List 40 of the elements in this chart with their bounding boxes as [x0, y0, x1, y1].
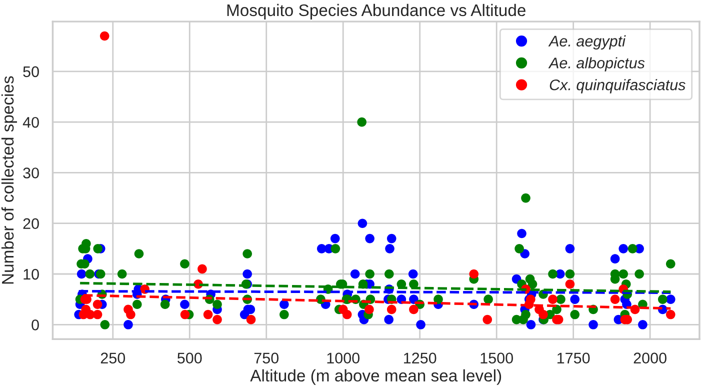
- y-tick-label: 10: [24, 268, 39, 280]
- x-tick-label: 1250: [404, 352, 436, 364]
- point: [126, 310, 136, 320]
- point: [342, 310, 352, 320]
- legend-label: Ae. albopictus: [548, 57, 645, 72]
- y-tick-label: 0: [32, 320, 39, 330]
- point: [203, 310, 213, 320]
- x-tick-label: 2000: [634, 352, 666, 364]
- point: [386, 304, 396, 314]
- point: [469, 269, 479, 279]
- x-tick-label: 1000: [327, 352, 360, 364]
- legend-label: Ae. aegypti: [548, 35, 626, 50]
- point: [246, 314, 256, 324]
- y-tick-label: 20: [23, 218, 39, 230]
- point: [364, 304, 374, 314]
- point: [92, 310, 102, 320]
- point: [538, 310, 548, 320]
- y-tick-label: 30: [23, 168, 39, 178]
- x-tick-label: 250: [100, 352, 126, 364]
- point: [548, 294, 558, 304]
- legend-label: Cx. quinquifasciatus: [550, 79, 686, 94]
- point: [565, 279, 575, 289]
- y-tick-label: 40: [22, 116, 39, 128]
- x-tick-label: 1750: [558, 352, 590, 364]
- point: [100, 31, 110, 41]
- x-tick-label: 750: [254, 352, 279, 364]
- point: [212, 314, 222, 324]
- point: [482, 314, 492, 324]
- point: [610, 294, 620, 304]
- chart-title: Mosquito Species Abundance vs Altitude: [227, 4, 526, 20]
- x-tick-label: 1500: [480, 352, 513, 364]
- x-axis-title: Altitude (m above mean sea level): [250, 369, 502, 385]
- y-tick-label: 50: [23, 66, 39, 78]
- x-tick-label: 500: [177, 352, 202, 364]
- point: [409, 304, 418, 314]
- point: [666, 310, 676, 320]
- y-axis-title: Number of collected species: [1, 76, 17, 284]
- point: [198, 264, 207, 274]
- point: [92, 300, 102, 310]
- point: [180, 310, 190, 320]
